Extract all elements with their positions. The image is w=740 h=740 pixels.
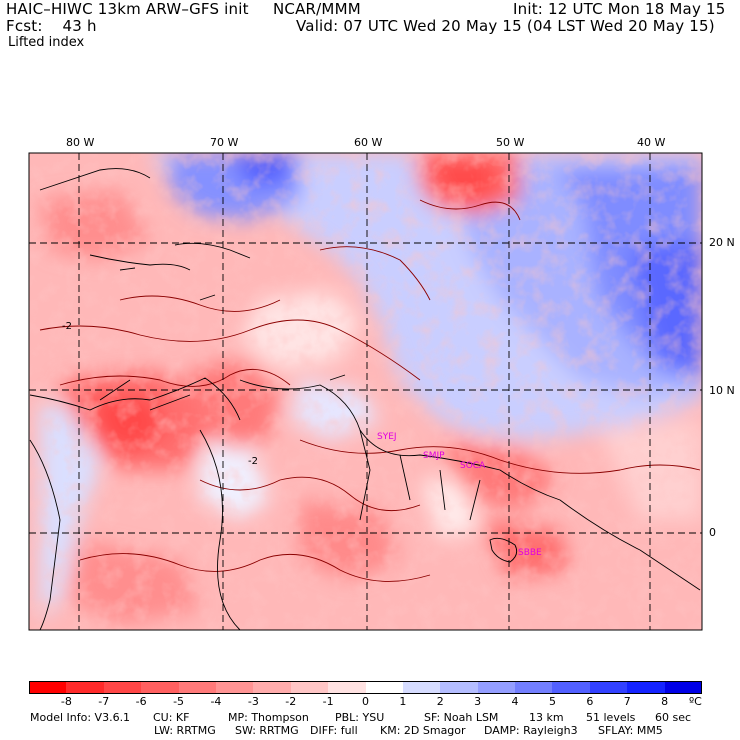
contour-label: -2 (62, 321, 72, 332)
colorbar-tick-label: 4 (511, 695, 519, 708)
station-label-syej: SYEJ (377, 432, 397, 442)
colorbar-tick-label: -4 (210, 695, 222, 708)
colorbar-tick-label: -3 (247, 695, 259, 708)
footer-levels: 51 levels (586, 711, 636, 724)
colorbar-tick-label: -2 (285, 695, 297, 708)
footer-pbl: PBL: YSU (335, 711, 385, 724)
station-label-soca: SOCA (460, 461, 486, 471)
colorbar-swatch (290, 681, 329, 694)
forecast-hour: Fcst: 43 h (6, 17, 97, 35)
colorbar-tick-label: 1 (399, 695, 407, 708)
lon-label-70w: 70 W (210, 136, 239, 149)
footer-damp: DAMP: Rayleigh3 (484, 724, 578, 737)
station-label-smjp: SMJP (423, 451, 445, 461)
footer-cu: CU: KF (153, 711, 190, 724)
colorbar-tick-label: 2 (436, 695, 444, 708)
map-field (29, 153, 702, 630)
lon-label-50w: 50 W (496, 136, 525, 149)
colorbar-tick-label: -7 (98, 695, 110, 708)
colorbar-swatch (29, 681, 67, 694)
footer-sflay: SFLAY: MM5 (598, 724, 663, 737)
footer-lw: LW: RRTMG (154, 724, 216, 737)
lat-label-10n: 10 N (709, 384, 735, 397)
colorbar-unit: ºC (689, 695, 702, 708)
field-name: Lifted index (8, 35, 85, 50)
lon-label-60w: 60 W (354, 136, 383, 149)
coastlines (29, 168, 701, 630)
colorbar-swatch (365, 681, 404, 694)
contour-lines (39, 199, 701, 582)
colorbar-tick-label: -6 (135, 695, 147, 708)
valid-time: Valid: 07 UTC Wed 20 May 15 (04 LST Wed … (296, 17, 715, 35)
footer-timestep: 60 sec (655, 711, 692, 724)
lat-label-0: 0 (709, 526, 716, 539)
colorbar-swatch (103, 681, 142, 694)
colorbar-swatch (440, 681, 479, 694)
footer-resolution: 13 km (529, 711, 564, 724)
footer-mp: MP: Thompson (228, 711, 309, 724)
colorbar-tick-label: 5 (548, 695, 556, 708)
colorbar-tick-label: 6 (586, 695, 594, 708)
colorbar-swatch (552, 681, 591, 694)
colorbar-tick-label: 3 (474, 695, 482, 708)
footer-sw: SW: RRTMG (235, 724, 299, 737)
lon-label-80w: 80 W (66, 136, 95, 149)
footer-diff: DIFF: full (310, 724, 358, 737)
contour-label: -2 (248, 456, 258, 467)
colorbar-tick-label: 7 (623, 695, 631, 708)
lat-lon-grid (29, 153, 702, 630)
colorbar-frame (29, 681, 702, 694)
lon-label-40w: 40 W (637, 136, 666, 149)
colorbar-tick-label: -8 (60, 695, 72, 708)
colorbar-tick-label: 8 (661, 695, 669, 708)
colorbar-swatch (664, 681, 703, 694)
org-label: NCAR/MMM (273, 0, 361, 18)
colorbar-tick-label: -1 (322, 695, 334, 708)
model-title: HAIC–HIWC 13km ARW–GFS init (6, 0, 249, 18)
colorbar-swatch (178, 681, 217, 694)
footer-km: KM: 2D Smagor (380, 724, 466, 737)
colorbar-swatch (253, 681, 292, 694)
colorbar-swatch (402, 681, 441, 694)
map-frame (28, 152, 703, 631)
lat-label-20n: 20 N (709, 236, 735, 249)
colorbar-swatch (66, 681, 105, 694)
colorbar-swatch (477, 681, 516, 694)
colorbar-tick-label: -5 (173, 695, 185, 708)
colorbar-swatch (141, 681, 180, 694)
colorbar-swatch (328, 681, 366, 694)
colorbar-swatch (627, 681, 666, 694)
station-label-sbbe: SBBE (518, 548, 542, 558)
colorbar-swatch (589, 681, 628, 694)
init-time: Init: 12 UTC Mon 18 May 15 (513, 0, 726, 18)
colorbar-tick-label: 0 (362, 695, 369, 708)
colorbar-swatch (515, 681, 553, 694)
footer-model-info: Model Info: V3.6.1 (30, 711, 131, 724)
colorbar-swatch (215, 681, 254, 694)
footer-sf: SF: Noah LSM (424, 711, 499, 724)
